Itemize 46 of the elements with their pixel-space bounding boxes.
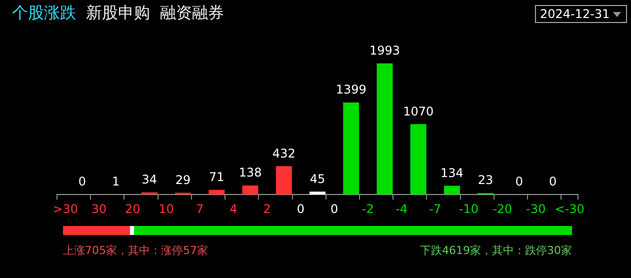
text: 2024-12-31: [540, 7, 610, 21]
data-label: 29: [175, 172, 191, 187]
x-tick-label: 4: [230, 202, 238, 216]
text: 上涨705家，其中：涨停57家: [63, 243, 208, 258]
data-label: 1399: [336, 82, 366, 97]
x-tick-label: -30: [526, 202, 546, 216]
data-label: 0: [515, 174, 523, 189]
data-label: 138: [238, 166, 262, 180]
bar: [141, 192, 158, 195]
x-tick-label: -7: [429, 202, 442, 216]
bar: [376, 63, 393, 195]
x-tick-label: <-30: [554, 202, 584, 216]
data-label: 1993: [369, 44, 400, 58]
x-tick-label: >30: [52, 202, 78, 216]
data-label: 34: [142, 172, 158, 186]
bar: [208, 190, 225, 195]
bar: [410, 124, 426, 195]
bar: [276, 166, 292, 195]
data-label: 1070: [403, 104, 434, 118]
data-label: 0: [548, 174, 557, 189]
x-tick-label: 30: [91, 202, 107, 216]
x-tick-label: -4: [396, 202, 408, 216]
data-label: 1: [112, 174, 120, 189]
text: 新股申购: [86, 3, 150, 22]
bar: [343, 102, 360, 195]
x-tick-label: -2: [362, 202, 374, 216]
x-tick-label: 7: [196, 202, 204, 216]
data-label: 0: [78, 174, 86, 189]
text: 下跌4619家，其中：跌停30家: [420, 243, 572, 258]
x-tick-label: 10: [158, 202, 174, 216]
x-tick-label: -20: [492, 202, 512, 216]
data-label: 23: [478, 173, 494, 188]
data-label: 71: [209, 170, 224, 184]
text: 融资融券: [160, 3, 224, 22]
data-label: 432: [272, 146, 296, 160]
bar: [444, 186, 460, 195]
x-tick-label: 0: [296, 202, 305, 216]
x-tick-label: 0: [330, 202, 338, 216]
x-tick-label: -10: [458, 202, 479, 216]
data-label: 134: [440, 166, 464, 180]
x-tick-label: 20: [124, 202, 140, 216]
x-tick-label: 2: [263, 202, 271, 216]
chart-title: 个股涨跌: [12, 3, 76, 22]
bar: [242, 186, 258, 195]
bar: [310, 192, 326, 195]
data-label: 45: [310, 172, 326, 186]
